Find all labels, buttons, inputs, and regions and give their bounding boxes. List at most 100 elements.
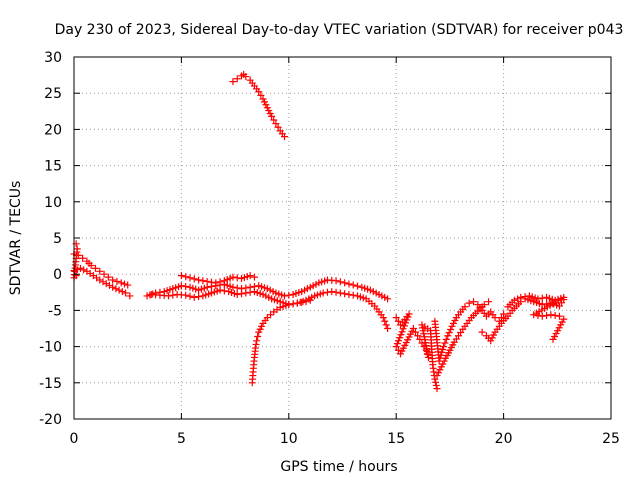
y-tick-label: -15 bbox=[39, 376, 62, 392]
data-point bbox=[349, 281, 357, 289]
data-point bbox=[302, 298, 310, 306]
y-tick-label: 0 bbox=[53, 267, 62, 283]
series-trace-e bbox=[147, 286, 392, 332]
data-point-trail bbox=[199, 277, 207, 285]
data-point-trail bbox=[118, 288, 126, 296]
data-point bbox=[229, 78, 237, 86]
data-point bbox=[233, 75, 241, 83]
series-trace-j bbox=[431, 298, 508, 365]
data-point bbox=[555, 312, 563, 320]
data-point-trail bbox=[395, 337, 403, 345]
data-point bbox=[190, 293, 198, 301]
data-point bbox=[392, 314, 400, 322]
data-point bbox=[336, 289, 344, 297]
x-tick-label: 25 bbox=[602, 431, 620, 447]
data-point-trail bbox=[432, 381, 440, 389]
data-point bbox=[195, 276, 203, 284]
data-point-trail bbox=[169, 291, 177, 299]
data-point bbox=[186, 274, 194, 282]
data-point bbox=[165, 292, 173, 300]
data-point bbox=[272, 120, 280, 128]
data-point bbox=[491, 314, 499, 322]
data-point bbox=[242, 289, 250, 297]
data-point bbox=[285, 301, 293, 309]
data-point bbox=[433, 385, 441, 393]
data-point-trail bbox=[233, 274, 241, 282]
data-point-trail bbox=[521, 293, 529, 301]
data-point bbox=[250, 273, 258, 281]
data-point-trail bbox=[381, 317, 389, 325]
x-tick-label: 20 bbox=[495, 431, 513, 447]
axis-ticks bbox=[73, 56, 612, 420]
data-point bbox=[104, 273, 112, 281]
data-point-trail bbox=[538, 294, 546, 302]
data-point-trail bbox=[238, 290, 246, 298]
data-point-trail bbox=[534, 311, 542, 319]
data-point-trail bbox=[274, 123, 282, 131]
data-point-trail bbox=[400, 322, 408, 330]
data-point bbox=[109, 276, 117, 284]
data-point-trail bbox=[412, 328, 420, 336]
data-point-trail bbox=[341, 290, 349, 298]
series-trace-a bbox=[70, 250, 132, 289]
data-point-trail bbox=[399, 325, 407, 333]
data-point bbox=[96, 267, 104, 275]
data-point bbox=[465, 299, 473, 307]
data-point-trail bbox=[216, 278, 224, 286]
data-point-trail bbox=[402, 319, 410, 327]
data-point bbox=[547, 311, 555, 319]
data-point bbox=[242, 73, 250, 81]
data-point-trail bbox=[323, 288, 331, 296]
data-point-trail bbox=[298, 298, 306, 306]
data-point-trail bbox=[195, 293, 203, 301]
data-point-trail bbox=[257, 91, 265, 99]
data-point bbox=[384, 325, 392, 332]
data-point bbox=[470, 298, 478, 306]
data-point-trail bbox=[254, 332, 262, 340]
data-point-trail bbox=[393, 340, 401, 348]
data-point bbox=[409, 325, 417, 332]
data-point bbox=[517, 293, 525, 301]
series-trace-d bbox=[143, 276, 392, 303]
data-point bbox=[341, 279, 349, 287]
data-point-trail bbox=[246, 288, 254, 296]
data-point bbox=[126, 292, 134, 300]
data-point bbox=[293, 299, 301, 307]
y-tick-label: -20 bbox=[39, 412, 62, 428]
data-point bbox=[414, 332, 422, 340]
data-point bbox=[500, 310, 508, 318]
tick-labels: 0 5 10 15 20 25 -20 -15 -10 -5 0 5 10 15 20 25 30 bbox=[39, 50, 620, 447]
data-point bbox=[177, 272, 185, 280]
y-tick-label: 25 bbox=[44, 86, 62, 102]
data-point-trail bbox=[551, 311, 559, 319]
data-point-trail bbox=[403, 316, 411, 324]
data-point bbox=[113, 277, 121, 285]
data-point bbox=[268, 112, 276, 120]
data-point bbox=[124, 281, 132, 289]
data-point bbox=[485, 298, 493, 306]
data-point-trail bbox=[233, 284, 241, 292]
data-point-trail bbox=[382, 321, 390, 329]
data-point-trail bbox=[442, 335, 450, 343]
data-point-trail bbox=[112, 285, 120, 293]
data-point-trail bbox=[445, 329, 453, 337]
data-point bbox=[233, 290, 241, 298]
series-trace-h bbox=[248, 296, 314, 387]
y-tick-label: -10 bbox=[39, 340, 62, 356]
data-point bbox=[379, 314, 387, 322]
data-point bbox=[203, 277, 211, 285]
data-point bbox=[100, 270, 108, 278]
data-point bbox=[384, 295, 392, 303]
data-point-trail bbox=[285, 291, 293, 299]
data-point-trail bbox=[190, 275, 198, 283]
data-point bbox=[392, 343, 400, 351]
data-point bbox=[79, 254, 87, 262]
data-point-trail bbox=[394, 317, 402, 325]
x-axis-label: GPS time / hours bbox=[280, 459, 397, 475]
data-point-trail bbox=[543, 311, 551, 319]
x-tick-label: 10 bbox=[280, 431, 298, 447]
data-point bbox=[91, 264, 99, 272]
y-tick-label: 5 bbox=[53, 231, 62, 247]
data-point bbox=[478, 328, 486, 336]
series-trace-f bbox=[177, 272, 258, 287]
